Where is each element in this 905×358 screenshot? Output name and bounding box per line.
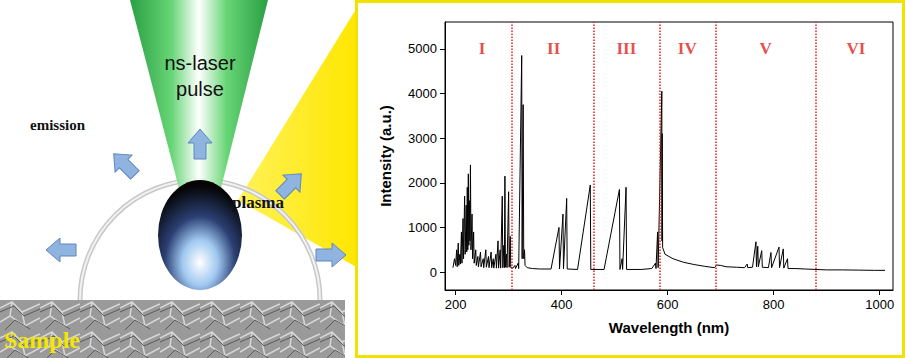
- svg-text:VI: VI: [846, 39, 865, 58]
- svg-text:0: 0: [430, 265, 437, 280]
- svg-text:ns-laser: ns-laser: [164, 52, 235, 74]
- svg-text:200: 200: [445, 297, 467, 312]
- svg-text:Wavelength (nm): Wavelength (nm): [609, 319, 729, 336]
- svg-text:Intensity (a.u.): Intensity (a.u.): [377, 105, 394, 207]
- svg-text:600: 600: [657, 297, 679, 312]
- svg-text:1000: 1000: [865, 297, 894, 312]
- svg-text:plasma: plasma: [232, 193, 284, 212]
- svg-text:Sample: Sample: [4, 327, 80, 353]
- svg-text:400: 400: [551, 297, 573, 312]
- svg-text:3000: 3000: [408, 131, 437, 146]
- svg-text:III: III: [616, 39, 636, 58]
- svg-text:800: 800: [763, 297, 785, 312]
- svg-text:pulse: pulse: [176, 78, 224, 100]
- svg-text:4000: 4000: [408, 86, 437, 101]
- svg-text:IV: IV: [678, 39, 698, 58]
- svg-text:1000: 1000: [408, 220, 437, 235]
- svg-text:2000: 2000: [408, 175, 437, 190]
- svg-text:II: II: [547, 39, 561, 58]
- svg-text:V: V: [760, 39, 773, 58]
- svg-text:emission: emission: [30, 117, 86, 133]
- svg-text:I: I: [479, 39, 486, 58]
- svg-text:5000: 5000: [408, 41, 437, 56]
